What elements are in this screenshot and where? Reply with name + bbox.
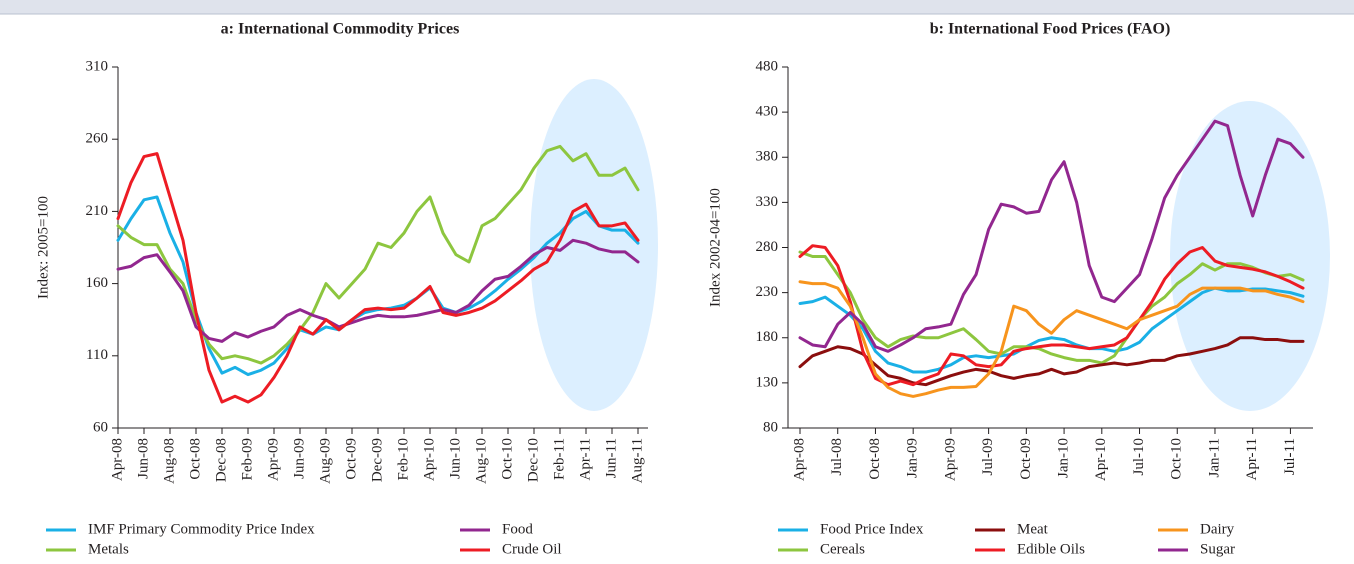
x-tick-label: Apr-08 — [109, 438, 125, 481]
legend-label: Metals — [88, 541, 129, 557]
x-tick-label: Apr-11 — [1244, 438, 1260, 480]
series-line — [798, 280, 1305, 398]
series-line — [798, 250, 1305, 365]
x-tick-label: Oct-08 — [867, 438, 883, 480]
chart-title: b: International Food Prices (FAO) — [930, 21, 1171, 38]
y-axis-label: Index: 2005=100 — [35, 196, 51, 299]
x-tick-label: Apr-09 — [942, 438, 958, 481]
legend-label: Crude Oil — [502, 541, 562, 557]
x-tick-label: Jun-09 — [291, 438, 307, 479]
x-tick-label: Feb-10 — [395, 438, 411, 481]
x-tick-label: Apr-09 — [265, 438, 281, 481]
y-tick-label: 310 — [86, 58, 109, 74]
x-tick-label: Dec-08 — [213, 438, 229, 482]
y-tick-label: 180 — [756, 329, 779, 345]
highlight — [1170, 101, 1330, 411]
x-tick-label: Apr-10 — [1093, 438, 1109, 481]
y-tick-label: 230 — [756, 284, 779, 300]
y-tick-label: 280 — [756, 239, 779, 255]
y-tick-label: 480 — [756, 58, 779, 74]
x-tick-label: Jan-10 — [1056, 438, 1072, 478]
y-axis-label: Index 2002-04=100 — [707, 188, 723, 307]
x-tick-label: Oct-09 — [1018, 438, 1034, 480]
y-tick-label: 260 — [86, 131, 109, 147]
y-tick-label: 330 — [756, 194, 779, 210]
x-tick-label: Jul-10 — [1131, 438, 1147, 476]
x-tick-label: Oct-09 — [343, 438, 359, 480]
x-tick-label: Jul-09 — [980, 438, 996, 476]
chart-title: a: International Commodity Prices — [221, 21, 460, 38]
y-tick-label: 60 — [93, 419, 108, 435]
x-tick-label: Aug-11 — [629, 438, 645, 483]
x-tick-label: Jul-08 — [829, 438, 845, 476]
x-tick-label: Apr-08 — [791, 438, 807, 481]
x-tick-label: Oct-08 — [187, 438, 203, 480]
series-line — [116, 238, 640, 343]
x-tick-label: Jul-11 — [1282, 438, 1298, 475]
x-tick-label: Feb-11 — [551, 438, 567, 480]
legend-label: Food — [502, 521, 533, 537]
x-tick-label: Dec-10 — [525, 438, 541, 482]
x-tick-label: Jan-11 — [1206, 438, 1222, 477]
x-tick-label: Apr-10 — [421, 438, 437, 481]
x-tick-label: Feb-09 — [239, 438, 255, 481]
x-tick-label: Jun-10 — [447, 438, 463, 479]
legend-label: Sugar — [1200, 541, 1235, 557]
x-tick-label: Apr-11 — [577, 438, 593, 480]
legend-label: Dairy — [1200, 521, 1235, 537]
legend-label: Meat — [1017, 521, 1049, 537]
x-tick-label: Aug-10 — [473, 438, 489, 484]
x-tick-label: Jun-11 — [603, 438, 619, 478]
x-tick-label: Oct-10 — [1169, 438, 1185, 480]
series-line — [798, 119, 1305, 353]
series-line — [116, 152, 640, 404]
legend-label: IMF Primary Commodity Price Index — [88, 521, 315, 537]
series-line — [798, 336, 1305, 387]
y-tick-label: 130 — [756, 374, 779, 390]
x-tick-label: Aug-08 — [161, 438, 177, 484]
x-tick-label: Jun-08 — [135, 438, 151, 479]
legend-label: Food Price Index — [820, 521, 924, 537]
legend-label: Cereals — [820, 541, 865, 557]
x-tick-label: Aug-09 — [317, 438, 333, 484]
x-tick-label: Oct-10 — [499, 438, 515, 480]
highlight — [530, 79, 658, 411]
x-tick-label: Dec-09 — [369, 438, 385, 482]
y-tick-label: 210 — [86, 203, 109, 219]
y-tick-label: 430 — [756, 104, 779, 120]
x-tick-label: Jan-09 — [905, 438, 921, 478]
legend-label: Edible Oils — [1017, 541, 1085, 557]
y-tick-label: 160 — [86, 275, 109, 291]
y-tick-label: 110 — [86, 347, 108, 363]
y-tick-label: 80 — [763, 419, 778, 435]
top-band — [0, 0, 1354, 14]
y-tick-label: 380 — [756, 149, 779, 165]
